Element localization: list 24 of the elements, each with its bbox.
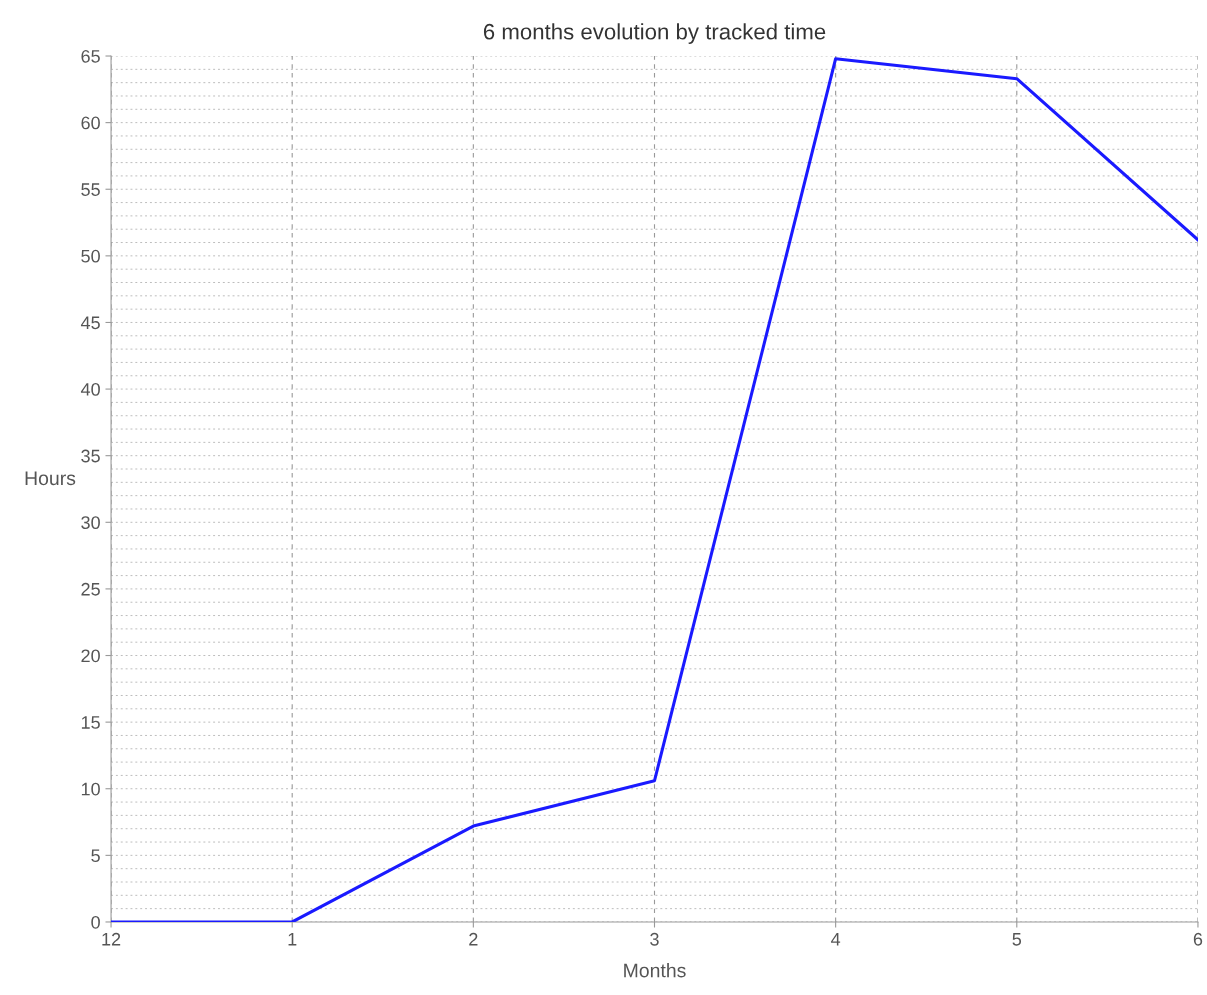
y-tick-label: 30 [81, 516, 100, 530]
y-tick-label: 55 [81, 183, 100, 196]
y-tick-label: 45 [80, 316, 100, 330]
y-tick-label: 35 [81, 449, 100, 463]
y-tick-label: 25 [81, 582, 100, 596]
y-tick-label: 15 [81, 716, 100, 729]
x-tick-label: 6 [1193, 932, 1203, 946]
x-tick-label: 3 [650, 932, 659, 946]
y-tick-label: 50 [81, 249, 100, 263]
y-tick-label: 65 [81, 49, 100, 63]
y-tick-label: 5 [91, 849, 100, 863]
x-axis-title: Months [624, 963, 686, 978]
y-tick-label: 20 [81, 649, 100, 663]
x-tick-label: 2 [469, 932, 478, 946]
y-axis-title: Hours [25, 471, 76, 486]
y-tick-label: 40 [80, 383, 100, 396]
x-tick-label: 1 [288, 933, 297, 946]
y-tick-label: 0 [91, 915, 100, 929]
x-tick-label: 12 [102, 932, 121, 946]
y-tick-label: 60 [81, 116, 100, 130]
x-tick-label: 5 [1012, 933, 1022, 946]
chart-title: 6 months evolution by tracked time [483, 23, 826, 44]
x-tick-label: 4 [831, 933, 841, 946]
y-tick-label: 10 [81, 782, 100, 796]
